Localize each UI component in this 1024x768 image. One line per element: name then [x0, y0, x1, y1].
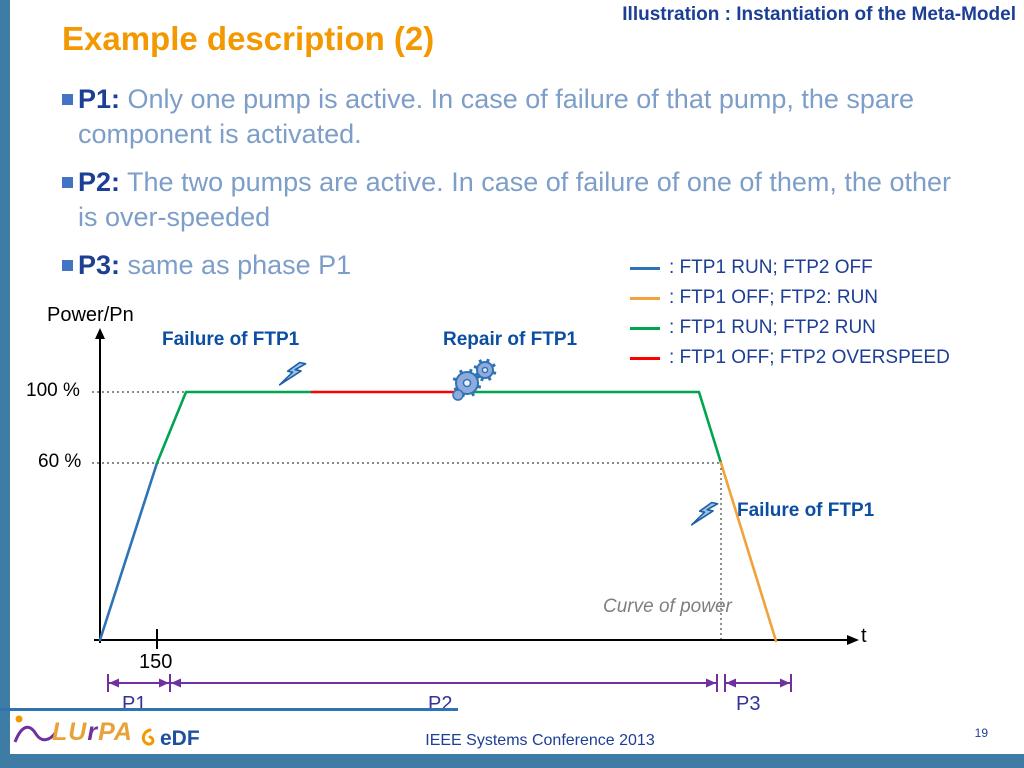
bullet-text: same as phase P1 [120, 250, 352, 280]
y-tick-60: 60 % [38, 451, 82, 472]
left-accent-bar [0, 0, 10, 768]
footer-conference: IEEE Systems Conference 2013 [425, 732, 655, 749]
slide-header: Illustration : Instantiation of the Meta… [622, 4, 1016, 25]
bullet-item-p2: P2: The two pumps are active. In case of… [62, 165, 952, 235]
page-number: 19 [974, 726, 988, 740]
curve-of-power-caption: Curve of power [603, 596, 732, 617]
bullet-prefix: P1: [78, 84, 121, 114]
bullet-marker [62, 94, 73, 105]
phase-label-p2: P2 [428, 693, 453, 715]
legend-label: : FTP1 RUN; FTP2 RUN [669, 317, 876, 338]
x-axis-label: t [861, 625, 867, 647]
y-axis-label: Power/Pn [47, 304, 134, 326]
bullet-item-p3: P3: same as phase P1 [62, 248, 952, 283]
legend-label: : FTP1 OFF; FTP2 OVERSPEED [669, 347, 950, 368]
lurpa-text-pa: PA [98, 717, 133, 746]
annotation-repair-ftp1: Repair of FTP1 [443, 329, 578, 350]
bullet-marker [62, 260, 73, 271]
x-tick-150: 150 [139, 651, 173, 673]
page-title: Example description (2) [62, 20, 435, 57]
legend-line-swatch [630, 356, 660, 360]
bullet-text: Only one pump is active. In case of fail… [78, 84, 914, 149]
annotation-failure-ftp1-second: Failure of FTP1 [737, 500, 875, 521]
chart-legend: : FTP1 RUN; FTP2 OFF : FTP1 OFF; FTP2: R… [630, 253, 950, 373]
edf-swirl-icon [141, 728, 155, 746]
bullet-item-p1: P1: Only one pump is active. In case of … [62, 82, 952, 152]
bullet-marker [62, 177, 73, 188]
edf-logo-text: eDF [160, 727, 200, 750]
annotation-failure-ftp1: Failure of FTP1 [162, 329, 300, 350]
legend-row-ftp1run-ftp2run: : FTP1 RUN; FTP2 RUN [630, 313, 950, 343]
legend-label: : FTP1 OFF; FTP2: RUN [669, 287, 879, 308]
footer-divider [0, 708, 458, 711]
lurpa-wave-icon [13, 715, 58, 743]
edf-logo: eDF [138, 726, 200, 752]
legend-line-swatch [630, 266, 660, 270]
legend-row-ftp1off-ftp2overspeed: : FTP1 OFF; FTP2 OVERSPEED [630, 343, 950, 373]
lurpa-text-lu: LU [52, 717, 88, 746]
bullet-prefix: P2: [78, 167, 121, 197]
legend-line-swatch [630, 296, 660, 300]
bottom-accent-bar [0, 754, 1024, 768]
lurpa-logo: LUrPA [12, 712, 133, 752]
legend-line-swatch [630, 326, 660, 330]
bullet-text: The two pumps are active. In case of fai… [78, 167, 951, 232]
legend-row-ftp1off-ftp2run: : FTP1 OFF; FTP2: RUN [630, 283, 950, 313]
y-tick-100: 100 % [26, 380, 80, 401]
phase-label-p3: P3 [736, 693, 761, 715]
legend-label: : FTP1 RUN; FTP2 OFF [669, 257, 873, 278]
lurpa-text-r: r [87, 717, 99, 746]
lurpa-logo-text: LUrPA [52, 718, 133, 747]
legend-row-ftp1run-ftp2off: : FTP1 RUN; FTP2 OFF [630, 253, 950, 283]
bullet-list: P1: Only one pump is active. In case of … [62, 82, 952, 296]
bullet-prefix: P3: [78, 250, 121, 280]
